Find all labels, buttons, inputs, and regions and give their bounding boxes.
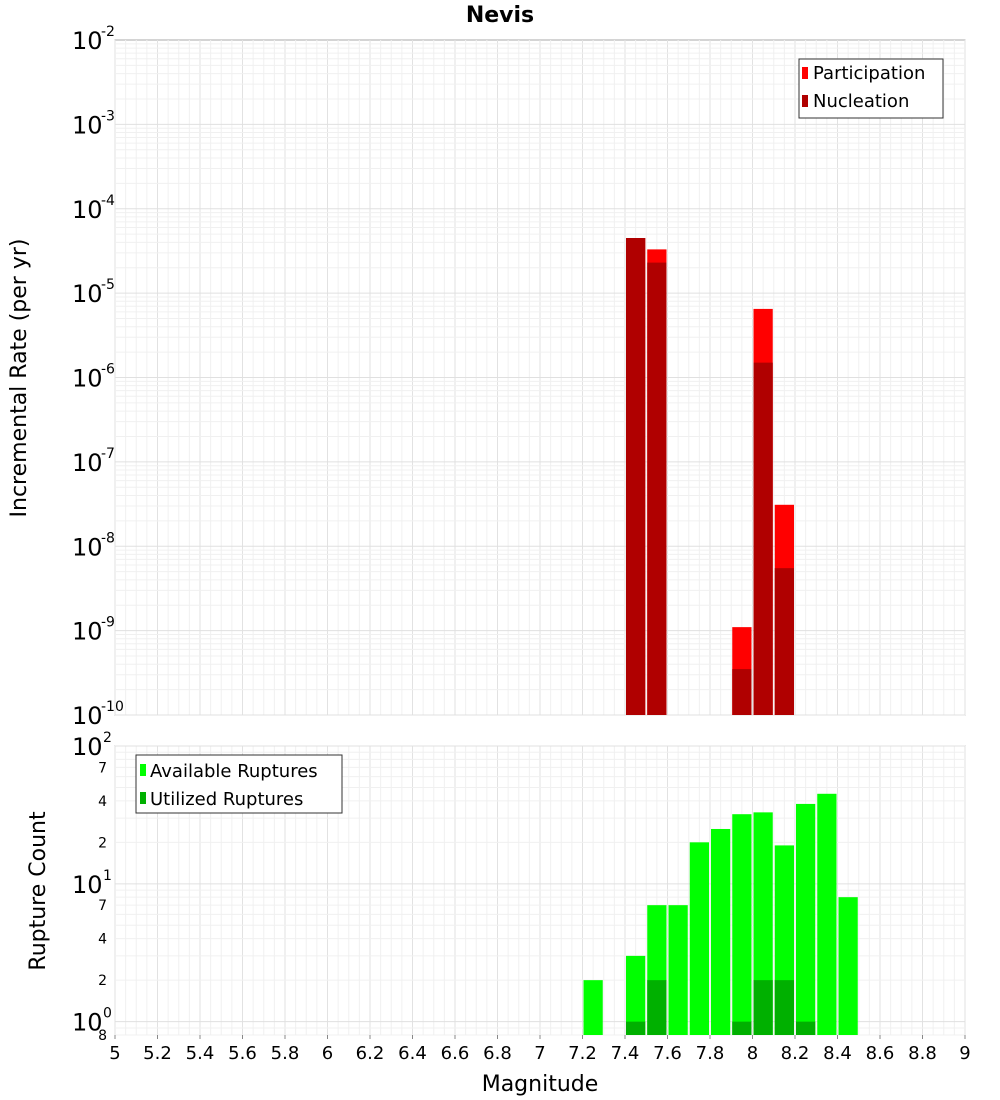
top-y-tick-label: 10 <box>72 618 103 646</box>
top-gridlines <box>114 40 966 716</box>
bottom-y-minor-tick-label: 2 <box>98 973 107 989</box>
bottom-bar-available-ruptures-m8.25 <box>796 803 816 1035</box>
bottom-bar-available-ruptures-m8.05 <box>753 812 773 1035</box>
top-y-ticks: 10-210-310-410-510-610-710-810-910-10 <box>72 24 124 730</box>
bottom-bar-utilized-ruptures-m7.45 <box>626 1021 646 1035</box>
top-y-tick-exponent: -3 <box>101 108 115 124</box>
x-tick-label: 5 <box>109 1043 120 1064</box>
x-tick-label: 8.2 <box>781 1043 810 1064</box>
bottom-bar-available-ruptures-m7.65 <box>668 905 688 1035</box>
top-y-tick-label: 10 <box>72 196 103 224</box>
top-legend-box <box>798 58 944 119</box>
top-y-tick-exponent: -10 <box>101 699 124 715</box>
bottom-bar-available-ruptures-m7.75 <box>689 842 709 1035</box>
bottom-bar-available-ruptures-m7.95 <box>732 814 752 1035</box>
legend-participation-label: Participation <box>813 63 925 84</box>
bottom-y-axis-label: Rupture Count <box>26 811 51 971</box>
bottom-bar-available-ruptures-m8.35 <box>817 793 837 1035</box>
bottom-y-tick-label: 10 <box>72 871 103 899</box>
x-tick-label: 5.2 <box>143 1043 172 1064</box>
x-tick-label: 9 <box>959 1043 970 1064</box>
bottom-y-minor-tick-label: 7 <box>98 760 107 776</box>
bottom-y-minor-tick-label: 8 <box>98 1028 107 1044</box>
bottom-bar-available-ruptures-m7.25 <box>583 980 603 1035</box>
top-bar-nucleation-m7.45 <box>626 238 646 715</box>
top-bars <box>626 238 794 716</box>
x-tick-label: 6 <box>322 1043 333 1064</box>
top-bar-nucleation-m8.15 <box>774 568 794 715</box>
top-y-tick-label: 10 <box>72 365 103 393</box>
bottom-legend-box <box>135 754 343 814</box>
legend-nucleation-label: Nucleation <box>813 91 909 112</box>
x-tick-label: 6.6 <box>441 1043 470 1064</box>
x-tick-label: 8.8 <box>908 1043 937 1064</box>
bottom-bar-utilized-ruptures-m7.95 <box>732 1021 752 1035</box>
legend-nucleation-swatch <box>802 95 808 107</box>
bottom-y-minor-tick-label: 4 <box>98 932 107 948</box>
bottom-bars <box>583 793 858 1035</box>
bottom-bar-utilized-ruptures-m8.15 <box>774 980 794 1035</box>
legend-available-swatch <box>140 764 146 776</box>
top-y-tick-label: 10 <box>72 702 103 730</box>
x-tick-label: 7.4 <box>611 1043 640 1064</box>
top-bar-nucleation-m7.95 <box>732 669 752 715</box>
legend-participation-swatch <box>802 67 808 79</box>
bottom-y-tick-label: 10 <box>72 1009 103 1037</box>
bottom-bar-available-ruptures-m8.45 <box>838 897 858 1035</box>
x-tick-label: 5.4 <box>186 1043 215 1064</box>
x-tick-label: 7.6 <box>653 1043 682 1064</box>
top-y-tick-exponent: -4 <box>101 193 115 209</box>
x-tick-label: 7 <box>534 1043 545 1064</box>
bottom-bar-available-ruptures-m7.45 <box>626 955 646 1035</box>
top-legend: Participation Nucleation <box>798 58 944 119</box>
x-tick-label: 7.8 <box>696 1043 725 1064</box>
bottom-bar-utilized-ruptures-m8.25 <box>796 1021 816 1035</box>
top-y-tick-exponent: -7 <box>101 446 115 462</box>
top-bar-nucleation-m8.05 <box>753 362 773 715</box>
top-y-tick-exponent: -5 <box>101 277 115 293</box>
bottom-bar-utilized-ruptures-m7.55 <box>647 980 667 1035</box>
bottom-y-tick-label: 10 <box>72 733 103 761</box>
x-tick-label: 6.2 <box>356 1043 385 1064</box>
x-tick-label: 6.8 <box>483 1043 512 1064</box>
top-y-tick-label: 10 <box>72 280 103 308</box>
x-tick-label: 5.8 <box>271 1043 300 1064</box>
bottom-y-tick-exponent: 1 <box>103 868 112 884</box>
bottom-y-minor-tick-label: 2 <box>98 835 107 851</box>
bottom-y-minor-tick-label: 7 <box>98 898 107 914</box>
x-tick-label: 6.4 <box>398 1043 427 1064</box>
legend-available-label: Available Ruptures <box>150 761 318 782</box>
bottom-bar-available-ruptures-m7.85 <box>711 828 731 1035</box>
top-y-tick-exponent: -9 <box>101 615 115 631</box>
top-y-tick-label: 10 <box>72 533 103 561</box>
bottom-y-tick-exponent: 0 <box>103 1006 112 1022</box>
x-tick-label: 8.6 <box>866 1043 895 1064</box>
top-plot-area: 10-210-310-410-510-610-710-810-910-10 In… <box>7 24 966 730</box>
top-y-axis-label: Incremental Rate (per yr) <box>7 239 32 518</box>
x-tick-label: 7.2 <box>568 1043 597 1064</box>
x-ticks: 5 5.2 5.4 5.6 5.8 6 6.2 6.4 6.6 6.8 7 7.2 7.4 7.6 7.8 8… <box>109 1035 971 1064</box>
x-axis-label: Magnitude <box>482 1072 599 1097</box>
legend-utilized-label: Utilized Ruptures <box>150 789 303 810</box>
top-y-tick-label: 10 <box>72 27 103 55</box>
top-bar-nucleation-m7.55 <box>647 262 667 715</box>
x-tick-label: 8 <box>747 1043 758 1064</box>
top-y-tick-label: 10 <box>72 111 103 139</box>
bottom-legend: Available Ruptures Utilized Ruptures <box>135 754 343 814</box>
top-y-tick-exponent: -8 <box>101 530 115 546</box>
x-tick-label: 8.4 <box>823 1043 852 1064</box>
top-y-tick-exponent: -2 <box>101 24 115 40</box>
bottom-y-tick-exponent: 2 <box>103 730 112 746</box>
legend-utilized-swatch <box>140 792 146 804</box>
chart-title: Nevis <box>466 3 534 28</box>
top-y-tick-exponent: -6 <box>101 362 115 378</box>
bottom-bar-utilized-ruptures-m8.05 <box>753 980 773 1035</box>
top-y-tick-label: 10 <box>72 449 103 477</box>
bottom-y-minor-tick-label: 4 <box>98 794 107 810</box>
x-tick-label: 5.6 <box>228 1043 257 1064</box>
